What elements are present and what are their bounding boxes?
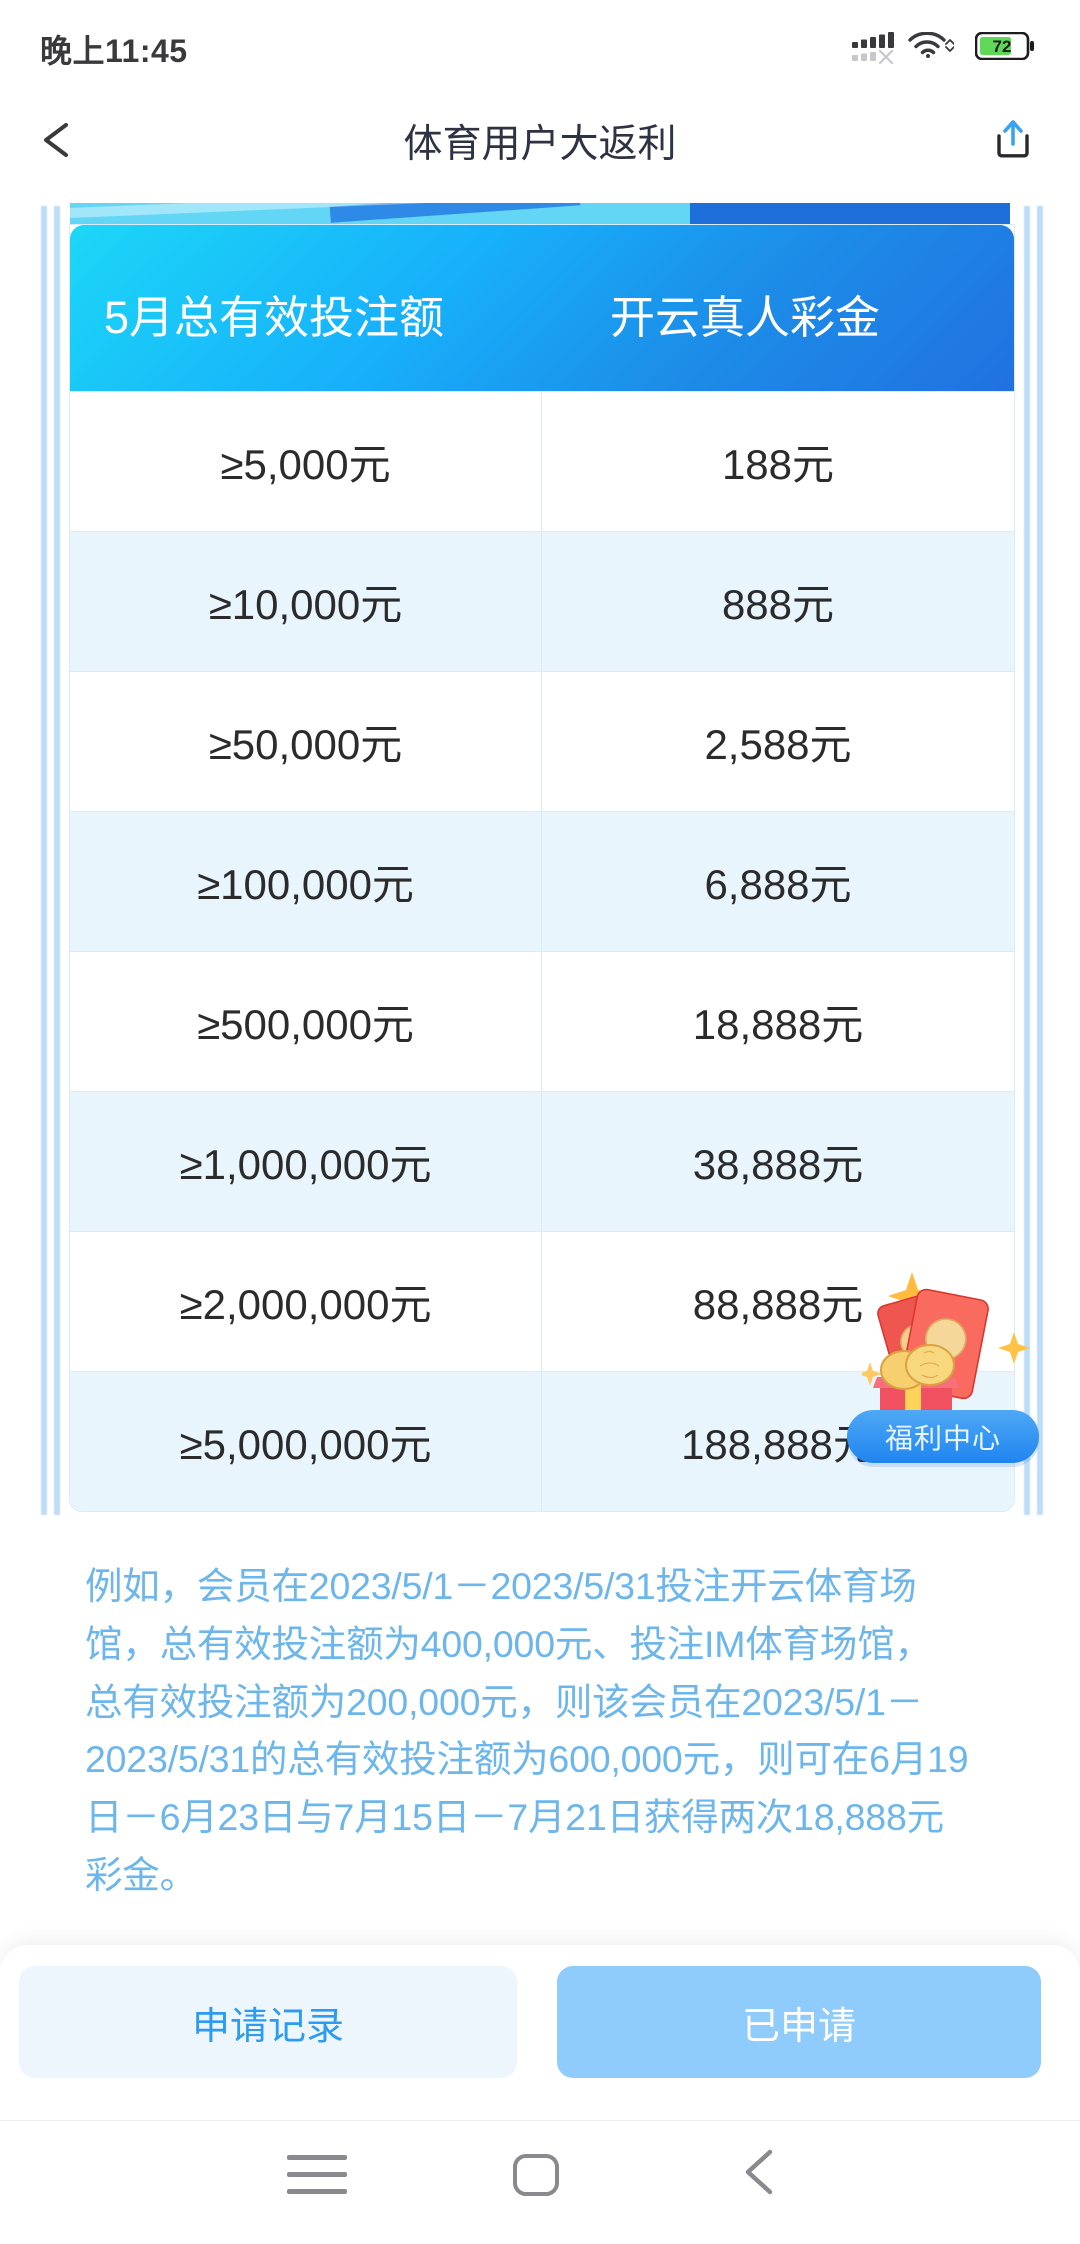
svg-text:72: 72 bbox=[993, 37, 1012, 56]
